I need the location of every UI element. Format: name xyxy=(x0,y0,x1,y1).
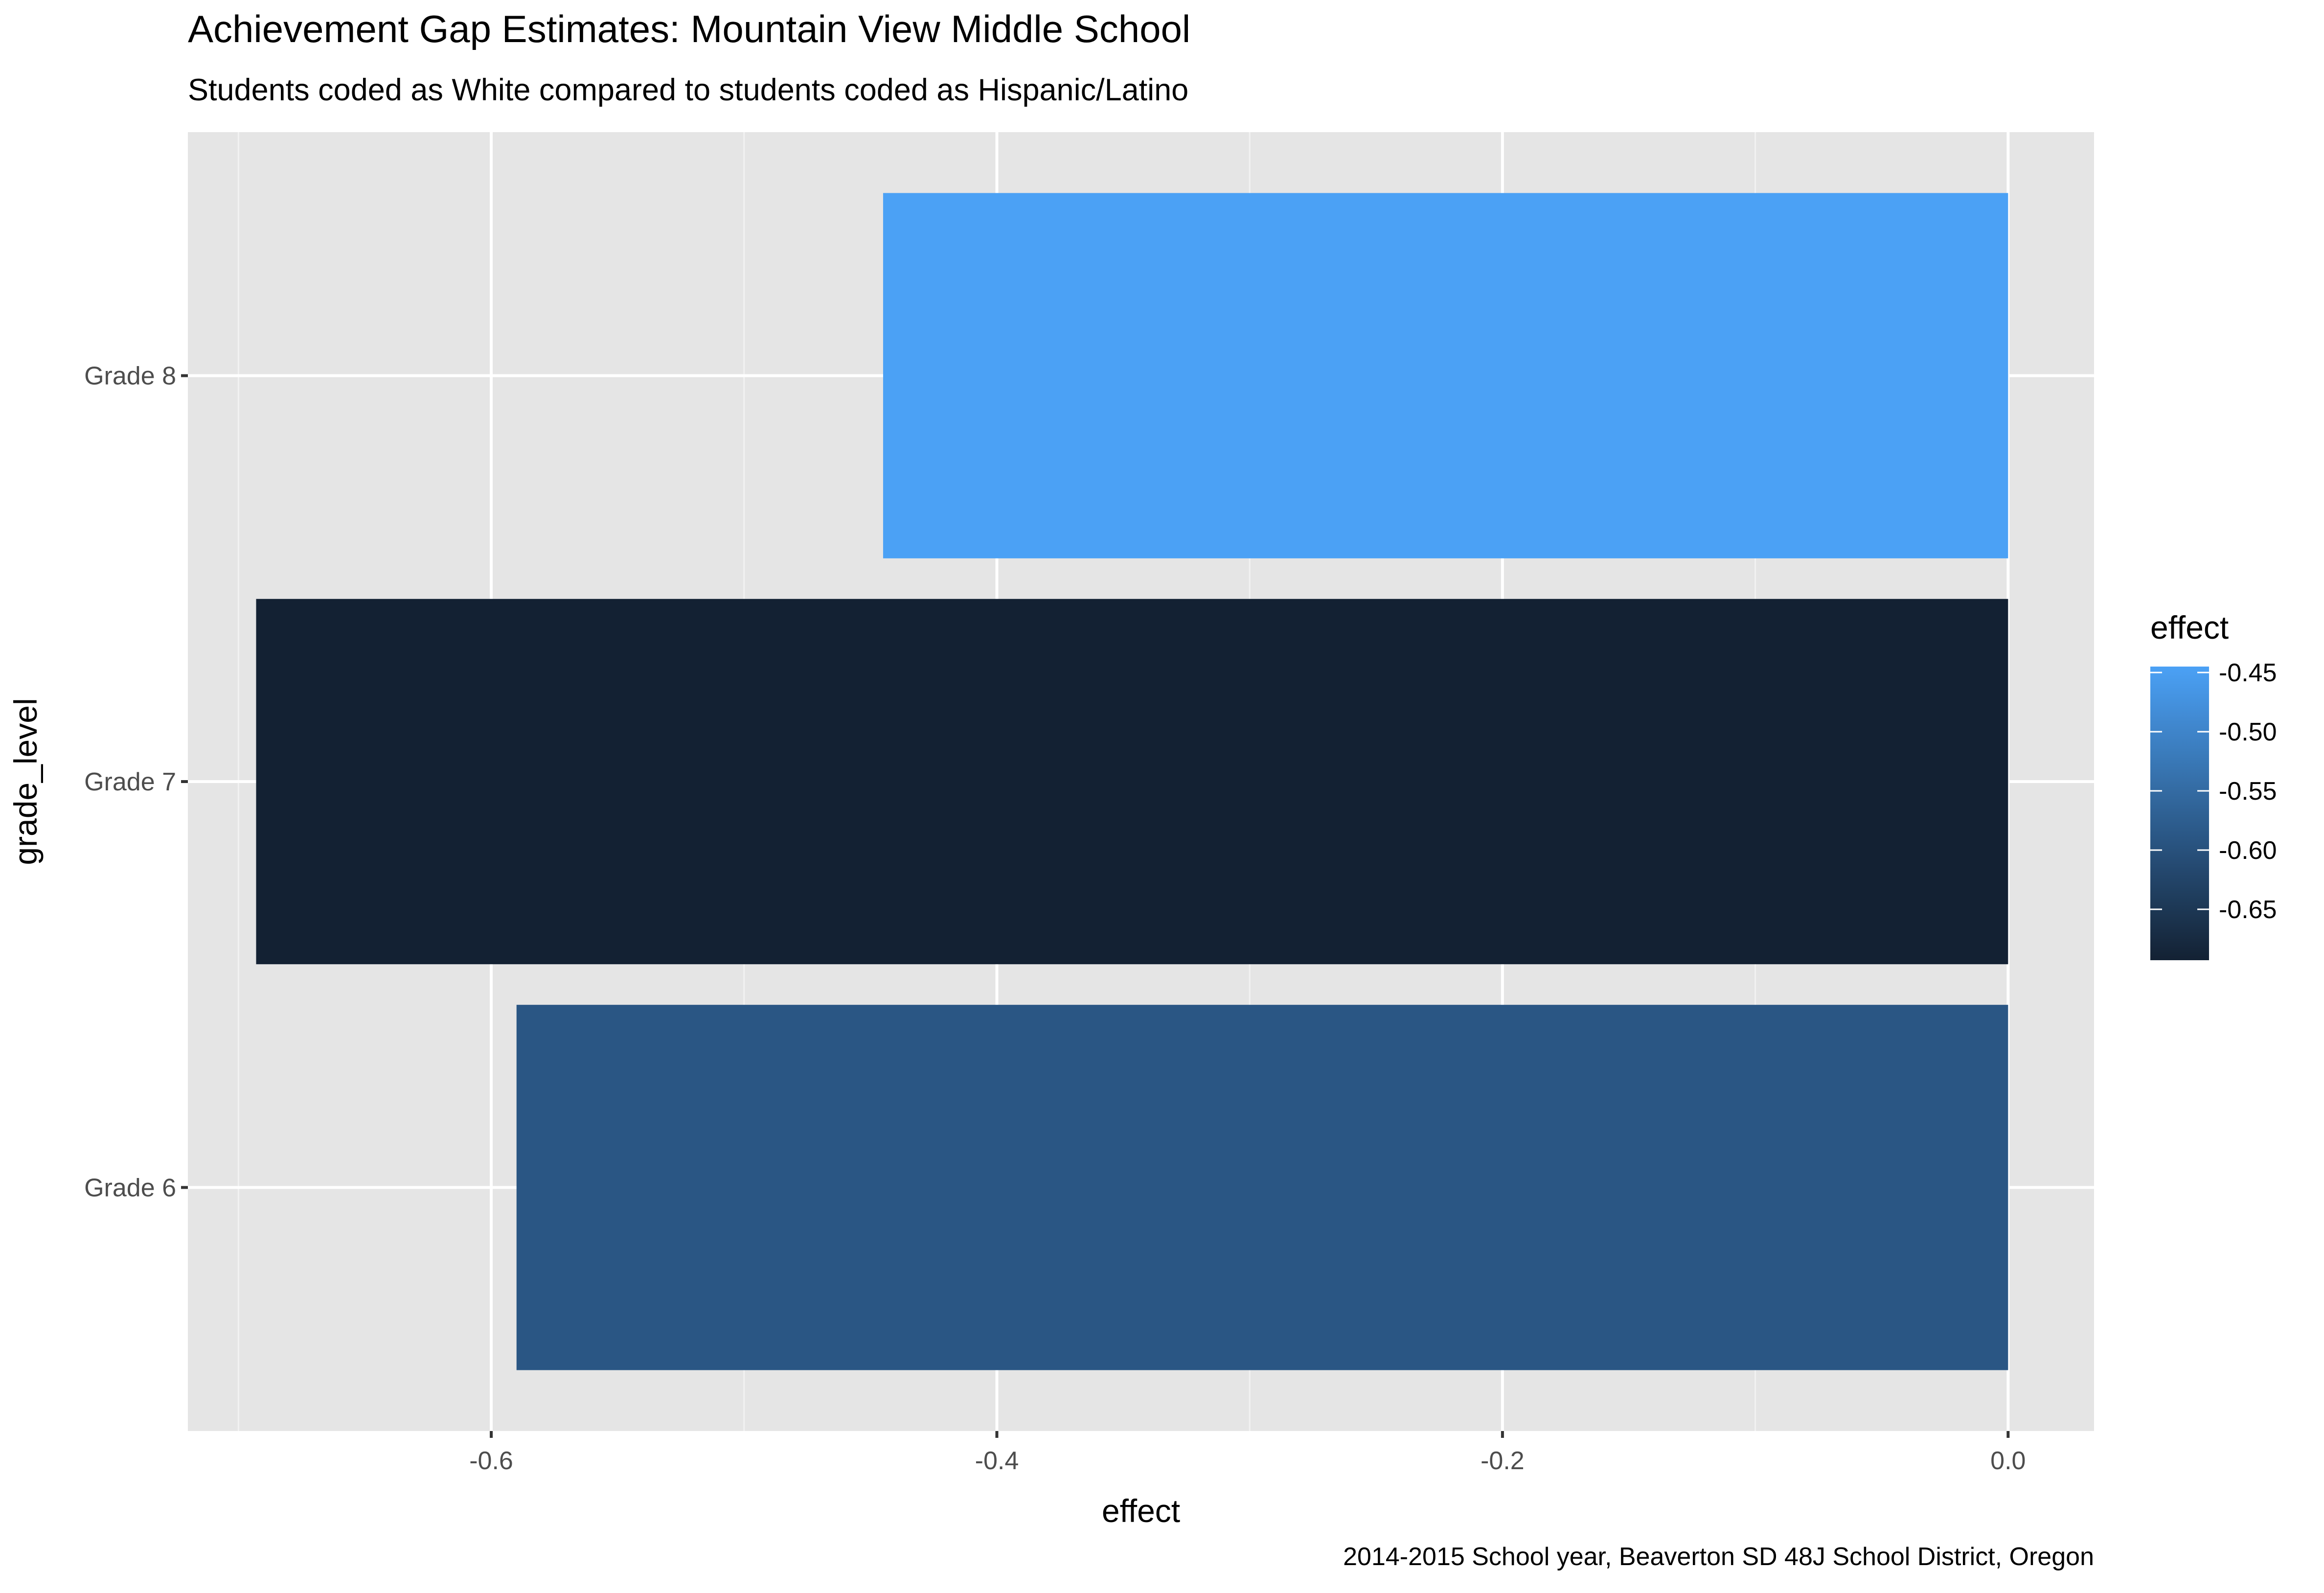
legend-ticks: -0.45 -0.50 -0.55 -0.60 -0.65 xyxy=(2150,659,2277,924)
chart-caption: 2014-2015 School year, Beaverton SD 48J … xyxy=(1343,1543,2094,1571)
x-tick-label: -0.4 xyxy=(975,1447,1019,1475)
y-axis: Grade 6 Grade 7 Grade 8 xyxy=(84,362,188,1202)
legend-tick-label: -0.65 xyxy=(2219,896,2277,924)
bar-grade-8 xyxy=(883,193,2008,558)
x-axis-title: effect xyxy=(1102,1493,1180,1529)
legend-tick-label: -0.55 xyxy=(2219,777,2277,806)
x-tick-label: -0.6 xyxy=(469,1447,513,1475)
legend-tick-label: -0.60 xyxy=(2219,836,2277,865)
x-tick-label: -0.2 xyxy=(1481,1447,1525,1475)
y-tick-label: Grade 8 xyxy=(84,362,176,391)
x-axis: -0.6 -0.4 -0.2 0.0 xyxy=(469,1431,2026,1475)
legend-colorbar xyxy=(2150,667,2209,960)
y-axis-title: grade_level xyxy=(7,698,44,865)
y-tick-label: Grade 7 xyxy=(84,768,176,796)
legend-tick-label: -0.45 xyxy=(2219,659,2277,687)
x-tick-label: 0.0 xyxy=(1990,1447,2026,1475)
chart-subtitle: Students coded as White compared to stud… xyxy=(188,73,1188,107)
chart-title: Achievement Gap Estimates: Mountain View… xyxy=(188,7,1190,50)
bar-grade-7 xyxy=(256,599,2008,965)
legend-title: effect xyxy=(2150,609,2229,646)
legend-tick-label: -0.50 xyxy=(2219,718,2277,746)
y-tick-label: Grade 6 xyxy=(84,1174,176,1202)
bars xyxy=(256,193,2008,1370)
bar-grade-6 xyxy=(516,1005,2008,1370)
legend: effect -0.45 -0.50 -0.55 -0.60 -0.65 xyxy=(2150,609,2277,960)
